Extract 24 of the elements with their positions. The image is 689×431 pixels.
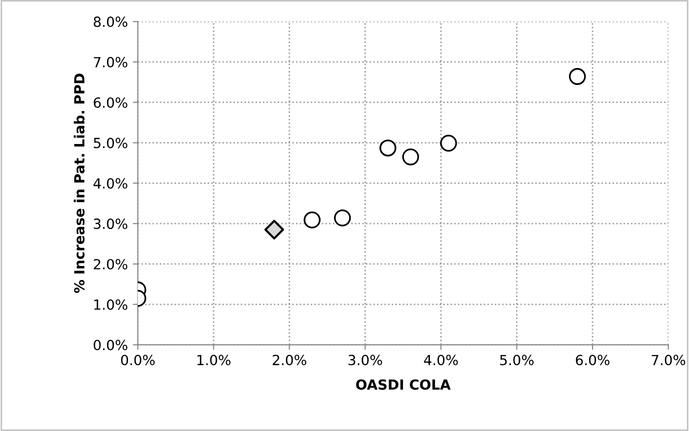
y-axis-title: % Increase in Pat. Liab. PPD (74, 74, 85, 294)
x-tick-label: 1.0% (197, 354, 230, 366)
y-tick-label: 2.0% (94, 258, 128, 270)
x-tick-label: 2.0% (272, 354, 306, 366)
x-axis-title: OASDI COLA (356, 379, 451, 390)
x-tick-label: 6.0% (576, 354, 610, 366)
y-tick-label: 4.0% (93, 178, 128, 189)
y-tick-label: 0.0% (94, 340, 128, 350)
y-tick-label: 8.0% (94, 16, 128, 28)
point (440, 134, 457, 152)
x-tick-label: 7.0% (652, 354, 686, 366)
x-tick-label: 0.0% (121, 354, 155, 366)
y-tick-label: 6.0% (94, 97, 128, 108)
y-tick-label: 3.0% (94, 218, 128, 230)
y-tick-label: 7.0% (94, 56, 128, 68)
x-tick-label: 3.0% (348, 354, 382, 366)
x-tick-label: 4.0% (424, 354, 458, 366)
y-tick-label: 1.0% (94, 299, 128, 310)
x-tick-label: 5.0% (500, 354, 534, 366)
point (334, 209, 351, 226)
point (402, 148, 420, 166)
point (379, 140, 396, 156)
point (304, 212, 321, 228)
y-tick-label: 5.0% (94, 138, 128, 148)
